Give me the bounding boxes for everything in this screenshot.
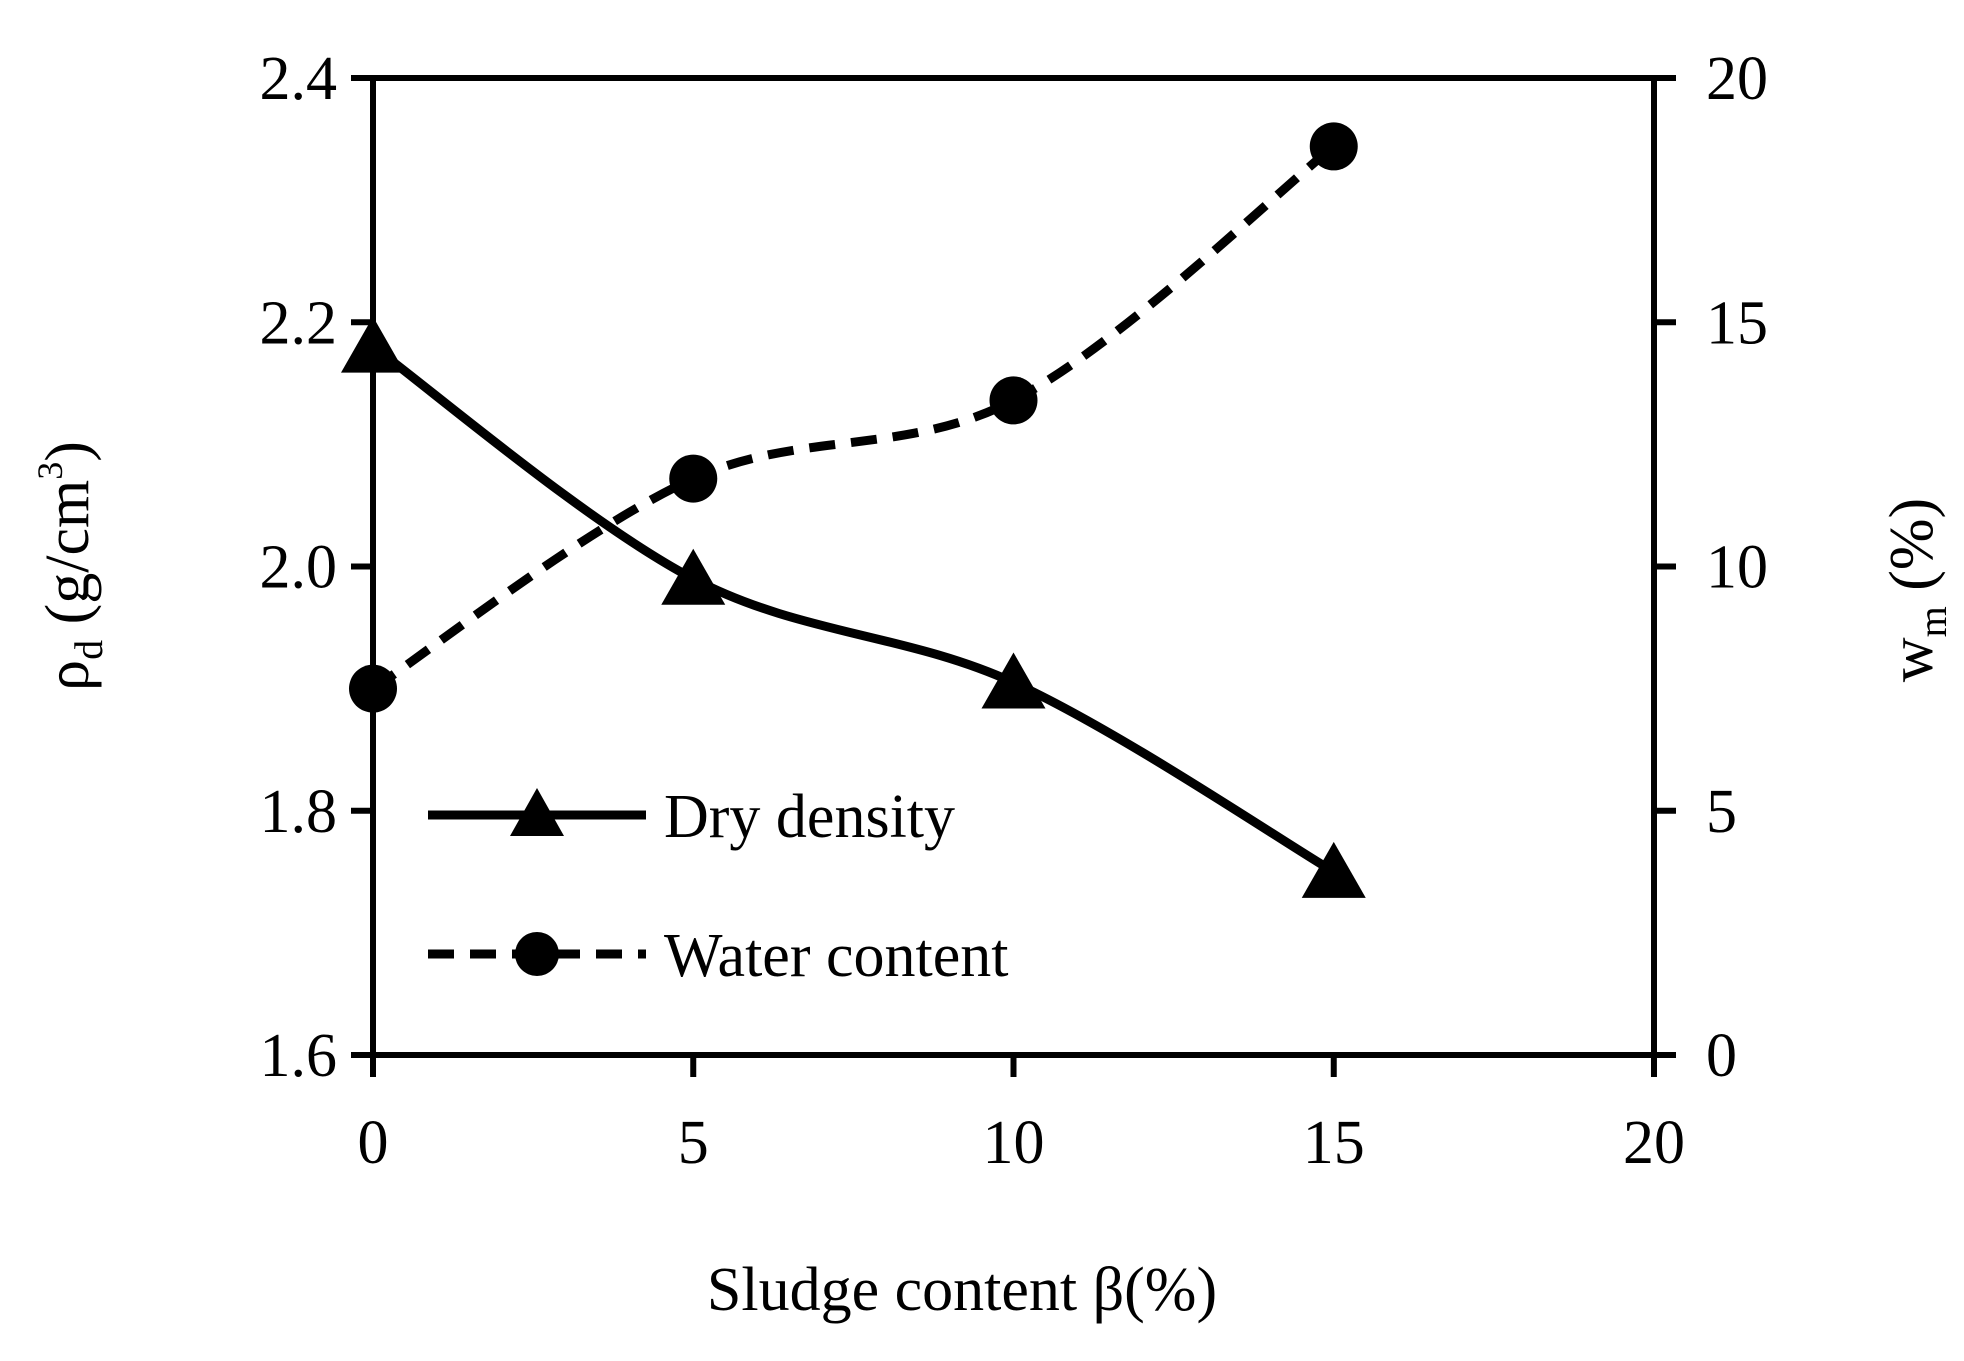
series-line-dry-density [370,343,1337,876]
y-left-axis-title: ρd (g/cm3) [30,441,111,691]
plot-frame [370,75,1657,1058]
axis-tick-labels: 0 5 10 15 20 1.6 1.8 2.0 2.2 2.4 0 5 10 … [260,45,1769,1177]
legend-label-water-content: Water content [664,922,1008,990]
legend-circle-marker-icon [515,932,559,976]
y-left-title-unit: (g/cm [34,480,102,640]
y-right-tick-label: 20 [1706,45,1768,113]
y-left-tick-label: 2.0 [260,534,338,602]
dry-density-point [981,652,1046,709]
legend-triangle-marker-icon [510,788,564,836]
axis-ticks [351,75,1676,1077]
y-right-title-subscript: m [1910,606,1955,637]
y-left-title-symbol: ρ [34,660,102,691]
y-left-tick-label: 1.8 [260,778,338,846]
y-left-tick-label: 2.4 [260,45,338,113]
water-content-point [349,664,397,713]
x-tick-label: 0 [358,1109,389,1177]
y-right-tick-label: 5 [1706,778,1737,846]
y-left-tick-label: 1.6 [260,1022,338,1090]
legend: Dry density Water content [428,783,1008,990]
x-axis-title: Sludge content β(%) [707,1256,1217,1324]
legend-label-dry-density: Dry density [664,783,955,851]
x-tick-label: 15 [1303,1109,1365,1177]
x-tick-label: 20 [1623,1109,1685,1177]
y-right-tick-label: 15 [1706,289,1768,357]
water-content-point [669,454,718,503]
y-left-title-subscript: d [66,640,111,660]
series-lines [370,142,1337,876]
y-right-tick-label: 10 [1706,534,1768,602]
y-right-title-unit: (%) [1878,498,1946,606]
dry-density-point [341,316,405,373]
y-left-title-superscript: 3 [30,462,70,480]
x-tick-label: 10 [983,1109,1045,1177]
series-markers [341,122,1366,898]
y-right-axis-title: wm (%) [1878,498,1955,682]
x-tick-label: 5 [678,1109,709,1177]
water-content-point [989,376,1038,425]
y-left-tick-label: 2.2 [260,289,338,357]
y-left-title-unit-close: ) [34,441,102,462]
water-content-point [1309,122,1358,171]
series-line-water-content [370,142,1337,693]
dry-density-point [1301,841,1366,898]
y-right-title-symbol: w [1878,637,1946,682]
dry-density-point [661,548,726,605]
y-right-tick-label: 0 [1706,1022,1737,1090]
